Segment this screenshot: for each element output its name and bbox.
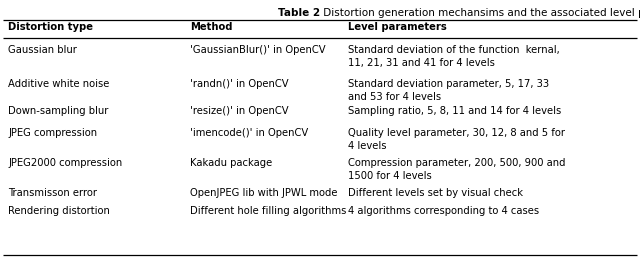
Text: 4 algorithms corresponding to 4 cases: 4 algorithms corresponding to 4 cases xyxy=(348,206,539,216)
Text: Additive white noise: Additive white noise xyxy=(8,79,109,89)
Text: JPEG2000 compression: JPEG2000 compression xyxy=(8,158,122,168)
Text: 'imencode()' in OpenCV: 'imencode()' in OpenCV xyxy=(190,128,308,138)
Text: 'randn()' in OpenCV: 'randn()' in OpenCV xyxy=(190,79,289,89)
Text: Down-sampling blur: Down-sampling blur xyxy=(8,106,108,116)
Text: Table 2: Table 2 xyxy=(278,8,320,18)
Text: Transmisson error: Transmisson error xyxy=(8,188,97,198)
Text: Distortion generation mechansims and the associated level parameters.: Distortion generation mechansims and the… xyxy=(320,8,640,18)
Text: Gaussian blur: Gaussian blur xyxy=(8,45,77,55)
Text: JPEG compression: JPEG compression xyxy=(8,128,97,138)
Text: Distortion type: Distortion type xyxy=(8,22,93,32)
Text: Level parameters: Level parameters xyxy=(348,22,447,32)
Text: Different levels set by visual check: Different levels set by visual check xyxy=(348,188,523,198)
Text: 'resize()' in OpenCV: 'resize()' in OpenCV xyxy=(190,106,289,116)
Text: 'GaussianBlur()' in OpenCV: 'GaussianBlur()' in OpenCV xyxy=(190,45,326,55)
Text: Standard deviation parameter, 5, 17, 33
and 53 for 4 levels: Standard deviation parameter, 5, 17, 33 … xyxy=(348,79,549,102)
Text: Standard deviation of the function  kernal,
11, 21, 31 and 41 for 4 levels: Standard deviation of the function kerna… xyxy=(348,45,560,68)
Text: Quality level parameter, 30, 12, 8 and 5 for
4 levels: Quality level parameter, 30, 12, 8 and 5… xyxy=(348,128,565,151)
Text: Rendering distortion: Rendering distortion xyxy=(8,206,110,216)
Text: Compression parameter, 200, 500, 900 and
1500 for 4 levels: Compression parameter, 200, 500, 900 and… xyxy=(348,158,566,181)
Text: Sampling ratio, 5, 8, 11 and 14 for 4 levels: Sampling ratio, 5, 8, 11 and 14 for 4 le… xyxy=(348,106,561,116)
Text: OpenJPEG lib with JPWL mode: OpenJPEG lib with JPWL mode xyxy=(190,188,337,198)
Text: Kakadu package: Kakadu package xyxy=(190,158,272,168)
Text: Method: Method xyxy=(190,22,232,32)
Text: Different hole filling algorithms: Different hole filling algorithms xyxy=(190,206,346,216)
